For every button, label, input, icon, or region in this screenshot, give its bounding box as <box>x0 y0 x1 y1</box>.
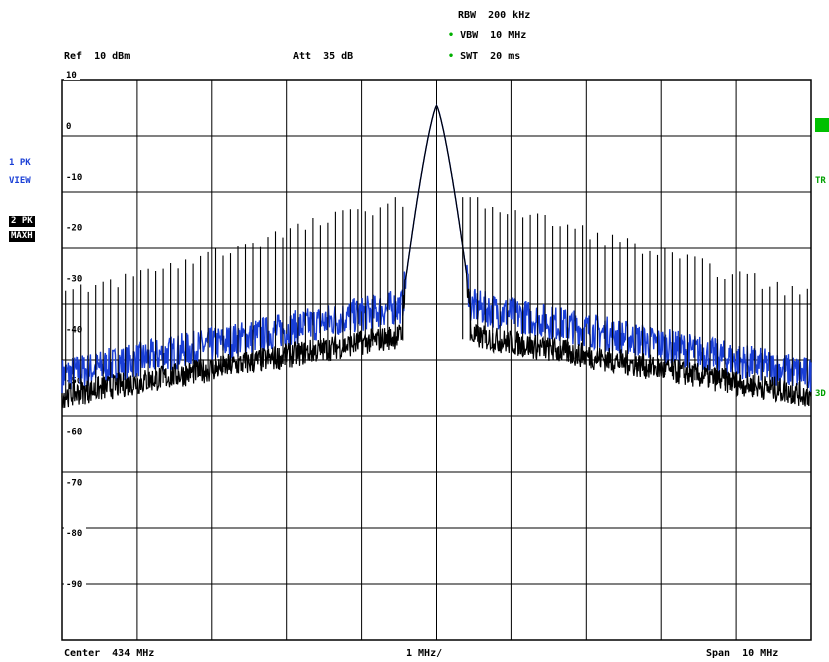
y-tick-label-bg <box>64 527 86 539</box>
right-tag-3d: 3D <box>815 389 826 399</box>
y-tick-label: 10 <box>66 71 77 81</box>
marker-indicator-icon <box>815 118 829 132</box>
y-tick-label-bg <box>64 221 86 233</box>
trace2-label: 2 PK <box>9 216 35 227</box>
y-tick-label-bg <box>64 69 80 80</box>
y-tick-label: -90 <box>66 580 82 590</box>
y-tick-label: -60 <box>66 427 82 437</box>
y-tick-label: -40 <box>66 326 82 336</box>
y-tick-label-bg <box>64 119 74 131</box>
span-label: Span 10 MHz <box>706 648 779 659</box>
vbw-bullet-icon: • <box>448 30 455 41</box>
y-tick-label-bg <box>64 578 86 590</box>
plot-grid <box>61 79 812 641</box>
traces <box>61 104 812 409</box>
right-tag-tr: TR <box>815 176 826 186</box>
y-tick-label: 0 <box>66 122 71 132</box>
trace1-label: 1 PK <box>9 158 31 168</box>
y-tick-label: -30 <box>66 275 82 285</box>
vbw-value: VBW 10 MHz <box>460 30 527 41</box>
y-tick-label: -10 <box>66 173 82 183</box>
trace1-mode: VIEW <box>9 176 31 186</box>
swt-label: • SWT 20 ms <box>448 51 520 63</box>
y-tick-labels: 100-10-20-30-40-50-60-70-80-90 <box>64 69 86 590</box>
trace-maxh <box>61 104 812 409</box>
trace2-mode: MAXH <box>9 231 35 242</box>
y-tick-label: -80 <box>66 529 82 539</box>
rbw-label: RBW 200 kHz <box>458 10 531 21</box>
vbw-label: • VBW 10 MHz <box>448 30 526 42</box>
y-tick-label-bg <box>64 425 86 437</box>
ref-level-label: Ref 10 dBm <box>64 51 131 62</box>
center-frequency-label: Center 434 MHz <box>64 648 155 659</box>
y-tick-label-bg <box>64 272 86 284</box>
swt-value: SWT 20 ms <box>460 51 521 62</box>
attenuation-label: Att 35 dB <box>293 51 354 62</box>
y-tick-label-bg <box>64 476 86 488</box>
y-tick-label-bg <box>64 374 86 386</box>
y-tick-label-bg <box>64 170 86 182</box>
division-label: 1 MHz/ <box>406 648 443 659</box>
y-tick-label: -70 <box>66 478 82 488</box>
y-tick-label: -20 <box>66 224 82 234</box>
swt-bullet-icon: • <box>448 51 455 62</box>
y-tick-label-bg <box>64 323 86 335</box>
